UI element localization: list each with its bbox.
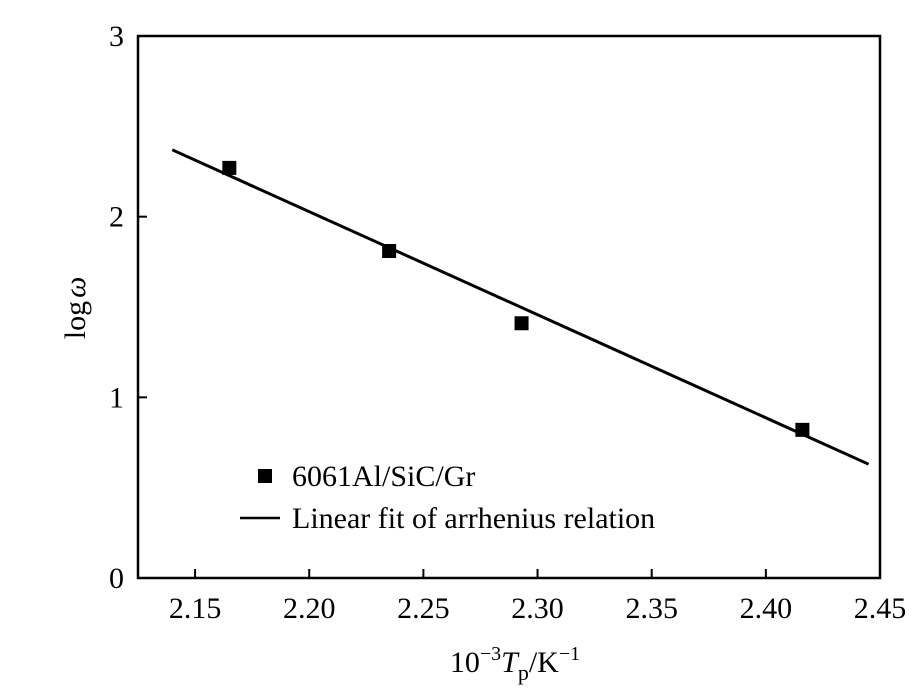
axis-tick-labels: 2.15 2.20 2.25 2.30 2.35 2.40 2.45 0 1 2 3 [109, 20, 906, 625]
legend-label-points: 6061Al/SiC/Gr [292, 460, 475, 493]
x-tick-label: 2.30 [511, 592, 564, 625]
legend: 6061Al/SiC/Gr Linear fit of arrhenius re… [240, 460, 655, 535]
y-tick-label: 0 [109, 562, 124, 595]
x-tick-label: 2.45 [854, 592, 907, 625]
y-tick-label: 1 [109, 381, 124, 414]
fit-line [171, 148, 870, 466]
plot-frame [136, 34, 882, 580]
x-axis-title-unit-exp: −1 [559, 643, 580, 665]
data-point [222, 160, 237, 175]
x-axis-title: 10−3Tp/K−1 [450, 643, 580, 685]
x-axis-title-base: 10 [450, 646, 480, 679]
axis-ticks [138, 35, 881, 579]
y-tick-label: 2 [109, 201, 124, 234]
x-tick-label: 2.40 [740, 592, 793, 625]
data-point [795, 422, 810, 437]
x-axis-title-sub: p [518, 660, 529, 685]
data-point [514, 316, 529, 331]
data-points [222, 160, 810, 437]
x-axis-title-unit: /K [529, 646, 559, 679]
y-tick-label: 3 [109, 20, 124, 53]
x-axis-title-exp: −3 [480, 643, 501, 665]
legend-label-fit: Linear fit of arrhenius relation [292, 502, 655, 535]
x-tick-label: 2.25 [397, 592, 450, 625]
x-tick-label: 2.15 [169, 592, 222, 625]
x-axis-title-var: T [501, 646, 520, 679]
data-point [382, 243, 397, 258]
y-axis-title-func: log [59, 301, 92, 339]
legend-marker-square [258, 469, 272, 483]
x-tick-label: 2.35 [625, 592, 678, 625]
y-axis-title-var: ω [59, 277, 92, 298]
y-axis-title: log ω [59, 277, 92, 340]
x-tick-label: 2.20 [283, 592, 336, 625]
fit-line-layer [171, 148, 870, 466]
